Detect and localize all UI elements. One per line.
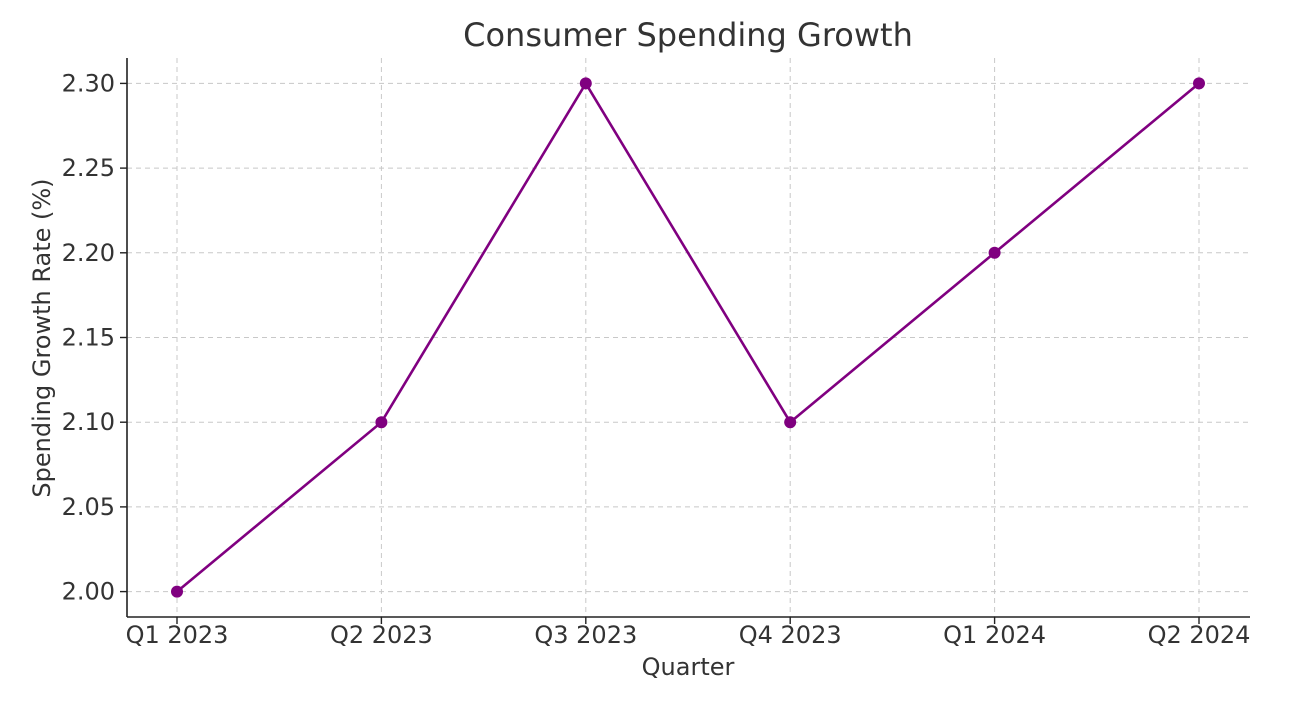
x-axis-ticks: Q1 2023 Q2 2023 Q3 2023 Q4 2023 Q1 2024 Q2 20… [126,617,1251,649]
y-axis-title: Spending Growth Rate (%) [28,178,56,497]
chart-title: Consumer Spending Growth [463,16,913,54]
y-tick-label: 2.30 [62,69,115,97]
x-tick-label: Q1 2024 [943,621,1046,649]
series [171,77,1205,598]
x-tick-label: Q4 2023 [739,621,842,649]
x-tick-label: Q2 2024 [1148,621,1251,649]
data-point[interactable] [579,77,592,90]
x-tick-label: Q1 2023 [126,621,229,649]
x-axis-title: Quarter [642,653,735,681]
y-tick-label: 2.05 [62,493,115,521]
y-tick-label: 2.15 [62,324,115,352]
data-point[interactable] [784,416,797,429]
x-tick-label: Q2 2023 [330,621,433,649]
data-point[interactable] [375,416,388,429]
x-tick-label: Q3 2023 [534,621,637,649]
y-axis-ticks: 2.00 2.05 2.10 2.15 2.20 2.25 2.30 [62,69,127,606]
y-tick-label: 2.25 [62,154,115,182]
data-point[interactable] [171,585,183,598]
y-tick-label: 2.10 [62,408,115,436]
grid [127,58,1250,617]
data-point[interactable] [1193,77,1205,90]
series-line [176,82,1200,593]
y-tick-label: 2.00 [62,578,115,606]
y-tick-label: 2.20 [62,239,115,267]
data-point[interactable] [988,246,1001,259]
